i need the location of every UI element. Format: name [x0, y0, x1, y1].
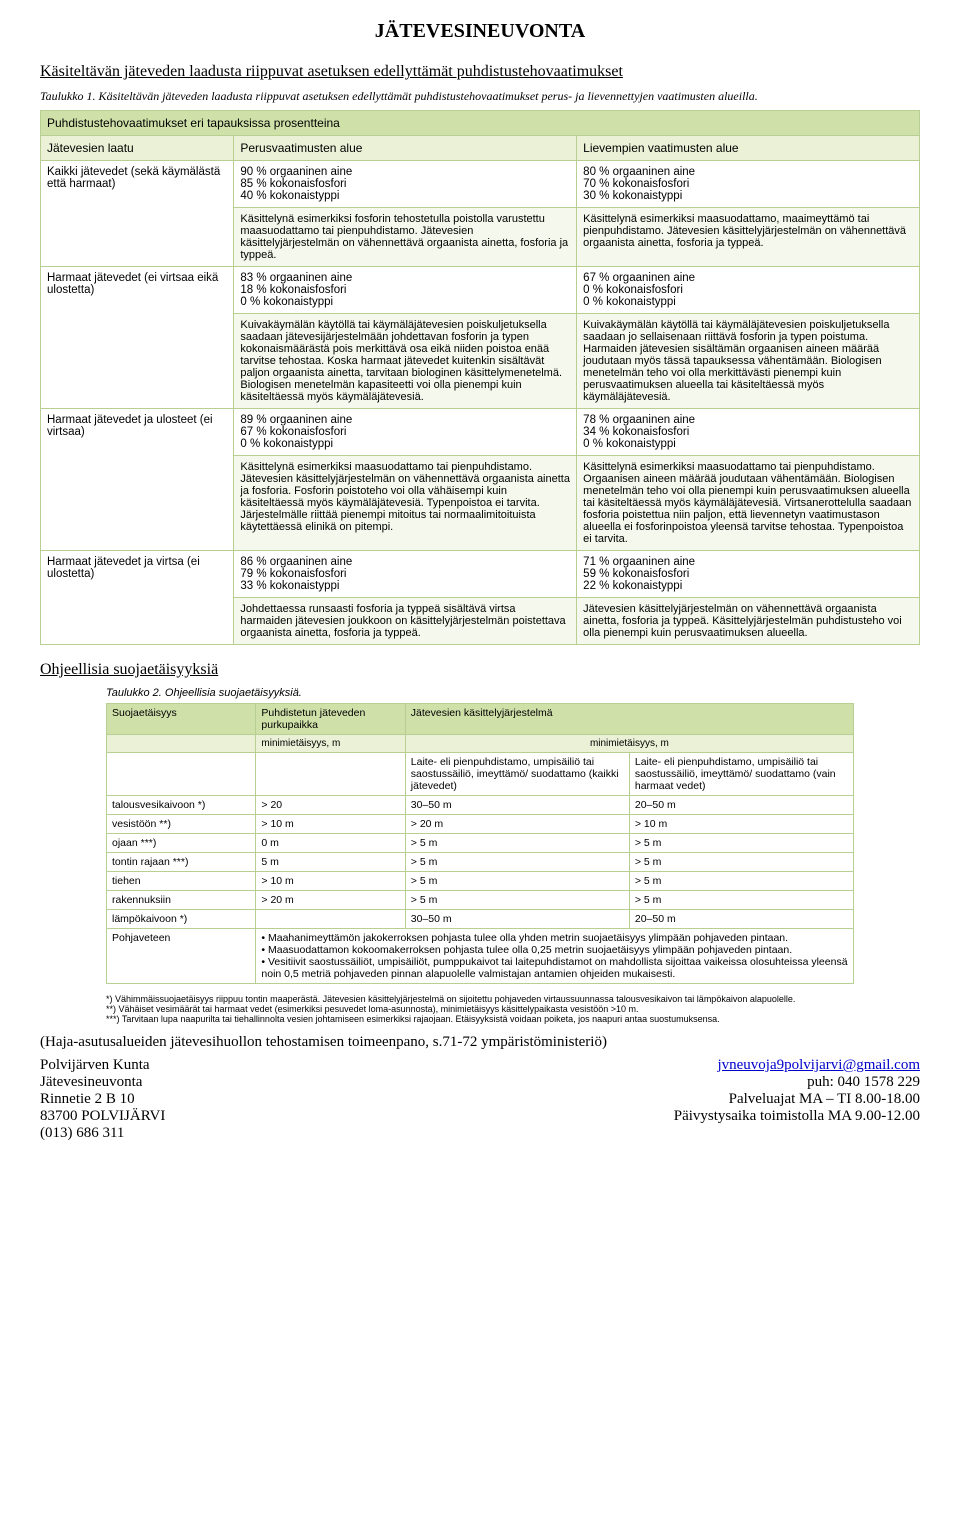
t1-desc-b: Johdettaessa runsaasti fosforia ja typpe…	[234, 598, 577, 645]
table-1: Puhdistustehovaatimukset eri tapauksissa…	[40, 110, 920, 645]
footer-right: jvneuvoja9polvijarvi@gmail.com puh: 040 …	[674, 1057, 920, 1142]
t1-stat-b: 90 % orgaaninen aine 85 % kokonaisfosfor…	[234, 161, 577, 208]
t1-row-label: Harmaat jätevedet (ei virtsaa eikä ulost…	[41, 267, 234, 409]
t1-stat-b: 83 % orgaaninen aine 18 % kokonaisfosfor…	[234, 267, 577, 314]
t2-cell: 20–50 m	[629, 910, 853, 929]
t1-desc-c: Kuivakäymälän käytöllä tai käymäläjäteve…	[577, 314, 920, 409]
t1-desc-b: Käsittelynä esimerkiksi maasuodattamo ta…	[234, 456, 577, 551]
section-heading-2: Ohjeellisia suojaetäisyyksiä	[40, 661, 920, 679]
table1-header: Puhdistustehovaatimukset eri tapauksissa…	[41, 111, 920, 136]
t2-cell: ojaan ***)	[107, 834, 256, 853]
t1-desc-c: Käsittelynä esimerkiksi maasuodattamo ta…	[577, 456, 920, 551]
t1-col-b: Perusvaatimusten alue	[234, 136, 577, 161]
t1-desc-c: Jätevesien käsittelyjärjestelmän on vähe…	[577, 598, 920, 645]
t1-stat-c: 71 % orgaaninen aine 59 % kokonaisfosfor…	[577, 551, 920, 598]
t2-empty2	[107, 753, 256, 796]
t1-desc-c: Käsittelynä esimerkiksi maasuodattamo, m…	[577, 208, 920, 267]
footer-hours2: Päivystysaika toimistolla MA 9.00-12.00	[674, 1108, 920, 1125]
t2-empty3	[256, 753, 405, 796]
t2-sub-cd: minimietäisyys, m	[405, 735, 853, 753]
t1-row-label: Kaikki jätevedet (sekä käymälästä että h…	[41, 161, 234, 267]
footer-phone-office: (013) 686 311	[40, 1125, 165, 1142]
t2-cell: > 10 m	[256, 872, 405, 891]
t2-cell: > 20	[256, 796, 405, 815]
t2-cell: tontin rajaan ***)	[107, 853, 256, 872]
t2-cell: > 5 m	[629, 834, 853, 853]
footer: Polvijärven Kunta Jätevesineuvonta Rinne…	[40, 1057, 920, 1142]
t2-pohja-text: • Maahanimeyttämön jakokerroksen pohjast…	[256, 929, 854, 984]
t2-col-cd: Jätevesien käsittelyjärjestelmä	[405, 704, 853, 735]
t1-stat-c: 78 % orgaaninen aine 34 % kokonaisfosfor…	[577, 409, 920, 456]
t2-cell: lämpökaivoon *)	[107, 910, 256, 929]
t2-col-a: Suojaetäisyys	[107, 704, 256, 735]
t1-row-label: Harmaat jätevedet ja ulosteet (ei virtsa…	[41, 409, 234, 551]
t1-desc-b: Kuivakäymälän käytöllä tai käymäläjäteve…	[234, 314, 577, 409]
t2-cell: talousvesikaivoon *)	[107, 796, 256, 815]
source-line: (Haja-asutusalueiden jätevesihuollon teh…	[40, 1034, 920, 1051]
footer-left: Polvijärven Kunta Jätevesineuvonta Rinne…	[40, 1057, 165, 1142]
footer-org: Polvijärven Kunta	[40, 1057, 165, 1074]
t2-cell: 30–50 m	[405, 910, 629, 929]
footer-hours1: Palveluajat MA – TI 8.00-18.00	[674, 1091, 920, 1108]
t2-cell: > 5 m	[629, 853, 853, 872]
t2-cell: 0 m	[256, 834, 405, 853]
footer-dept: Jätevesineuvonta	[40, 1074, 165, 1091]
t2-cell: > 5 m	[405, 872, 629, 891]
section-heading-1: Käsiteltävän jäteveden laadusta riippuva…	[40, 63, 920, 81]
t1-stat-b: 86 % orgaaninen aine 79 % kokonaisfosfor…	[234, 551, 577, 598]
page-title: JÄTEVESINEUVONTA	[40, 20, 920, 43]
t2-cell: > 5 m	[629, 872, 853, 891]
t2-cell: > 20 m	[405, 815, 629, 834]
t1-desc-b: Käsittelynä esimerkiksi fosforin tehoste…	[234, 208, 577, 267]
t2-cell: > 10 m	[256, 815, 405, 834]
footnotes: *) Vähimmäissuojaetäisyys riippuu tontin…	[106, 994, 854, 1024]
t2-pohja-label: Pohjaveteen	[107, 929, 256, 984]
t2-cell: vesistöön **)	[107, 815, 256, 834]
t2-sys-d: Laite- eli pienpuhdistamo, umpisäiliö ta…	[629, 753, 853, 796]
t1-stat-c: 80 % orgaaninen aine 70 % kokonaisfosfor…	[577, 161, 920, 208]
t2-cell: > 5 m	[405, 834, 629, 853]
footer-phone: puh: 040 1578 229	[674, 1074, 920, 1091]
t2-sub-b: minimietäisyys, m	[256, 735, 405, 753]
t1-stat-c: 67 % orgaaninen aine 0 % kokonaisfosfori…	[577, 267, 920, 314]
t2-cell: 30–50 m	[405, 796, 629, 815]
t2-cell	[256, 910, 405, 929]
t2-cell: > 5 m	[405, 891, 629, 910]
t2-cell: 20–50 m	[629, 796, 853, 815]
t1-row-label: Harmaat jätevedet ja virtsa (ei ulostett…	[41, 551, 234, 645]
t1-col-a: Jätevesien laatu	[41, 136, 234, 161]
footer-addr1: Rinnetie 2 B 10	[40, 1091, 165, 1108]
t2-cell: > 5 m	[629, 891, 853, 910]
t1-col-c: Lievempien vaatimusten alue	[577, 136, 920, 161]
t2-cell: 5 m	[256, 853, 405, 872]
t2-cell: > 10 m	[629, 815, 853, 834]
t2-col-b: Puhdistetun jäteveden purkupaikka	[256, 704, 405, 735]
footer-addr2: 83700 POLVIJÄRVI	[40, 1108, 165, 1125]
footer-email[interactable]: jvneuvoja9polvijarvi@gmail.com	[717, 1057, 920, 1073]
t2-cell: > 20 m	[256, 891, 405, 910]
t2-empty	[107, 735, 256, 753]
t2-sys-c: Laite- eli pienpuhdistamo, umpisäiliö ta…	[405, 753, 629, 796]
t2-cell: rakennuksiin	[107, 891, 256, 910]
t2-cell: tiehen	[107, 872, 256, 891]
table1-caption: Taulukko 1. Käsiteltävän jäteveden laadu…	[40, 89, 920, 104]
t1-stat-b: 89 % orgaaninen aine 67 % kokonaisfosfor…	[234, 409, 577, 456]
table2-caption: Taulukko 2. Ohjeellisia suojaetäisyyksiä…	[106, 687, 854, 699]
t2-cell: > 5 m	[405, 853, 629, 872]
table-2: Suojaetäisyys Puhdistetun jäteveden purk…	[106, 703, 854, 984]
